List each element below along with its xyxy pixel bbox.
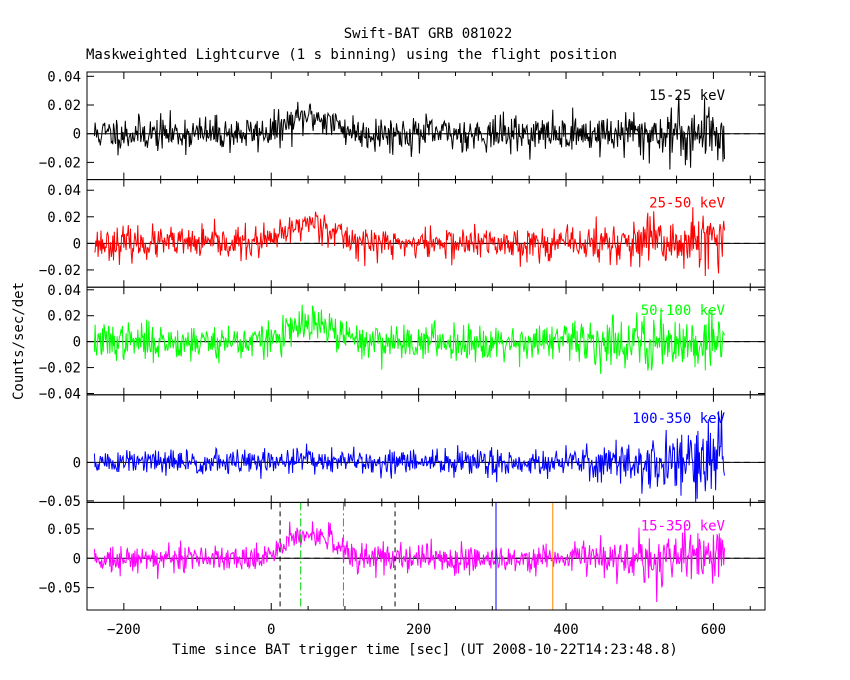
- panel-5: 0.05 0 −0.05 15-350 keV: [39, 501, 766, 611]
- y-tick-label: 0.04: [47, 69, 81, 85]
- y-tick-label: 0: [73, 455, 81, 471]
- band-label: 25-50 keV: [649, 196, 725, 212]
- y-tick-label: 0: [73, 236, 81, 252]
- y-tick-label: −0.04: [39, 387, 81, 403]
- y-tick-label: −0.02: [39, 155, 81, 171]
- x-tick-label: −200: [107, 622, 141, 638]
- chart-subtitle: Maskweighted Lightcurve (1 s binning) us…: [86, 47, 617, 63]
- series-line: [94, 207, 725, 277]
- band-label: 50-100 keV: [641, 303, 726, 319]
- x-tick-label: 600: [701, 622, 726, 638]
- series-line: [93, 304, 725, 375]
- x-tick-label: 0: [267, 622, 275, 638]
- panels-group: 0.04 0.02 0 −0.02 15-25 keV 0.04 0.02 0 −0.02 25-…: [39, 69, 766, 638]
- chart-title: Swift-BAT GRB 081022: [344, 26, 513, 42]
- panel-4: 0 −0.05 100-350 keV: [39, 394, 766, 510]
- y-axis-label: Counts/sec/det: [11, 282, 27, 400]
- y-tick-label: 0.04: [47, 183, 81, 199]
- x-tick-label: 400: [553, 622, 578, 638]
- band-label: 15-25 keV: [649, 88, 725, 104]
- band-label: 15-350 keV: [641, 518, 726, 534]
- y-tick-label: 0.02: [47, 309, 81, 325]
- y-tick-label: 0.04: [47, 283, 81, 299]
- band-label: 100-350 keV: [632, 411, 725, 427]
- panel-2: 0.04 0.02 0 −0.02 25-50 keV: [39, 179, 766, 288]
- y-tick-label: −0.02: [39, 263, 81, 279]
- panel-3: 0.04 0.02 0 −0.02 −0.04 50-100 keV: [39, 283, 766, 403]
- y-tick-label: −0.02: [39, 361, 81, 377]
- x-tick-label: 200: [406, 622, 431, 638]
- y-tick-label: 0: [73, 127, 81, 143]
- y-tick-label: 0.02: [47, 98, 81, 114]
- series-line: [93, 94, 725, 170]
- y-tick-label: −0.05: [39, 494, 81, 510]
- y-tick-label: 0: [73, 551, 81, 567]
- series-line: [93, 410, 725, 503]
- series-line: [93, 521, 725, 603]
- panel-frame: [86, 501, 766, 611]
- panel-1: 0.04 0.02 0 −0.02 15-25 keV: [39, 69, 766, 181]
- y-tick-label: −0.05: [39, 581, 81, 597]
- y-tick-label: 0.02: [47, 210, 81, 226]
- y-tick-label: 0: [73, 335, 81, 351]
- x-axis-label: Time since BAT trigger time [sec] (UT 20…: [172, 642, 678, 658]
- y-tick-label: 0.05: [47, 522, 81, 538]
